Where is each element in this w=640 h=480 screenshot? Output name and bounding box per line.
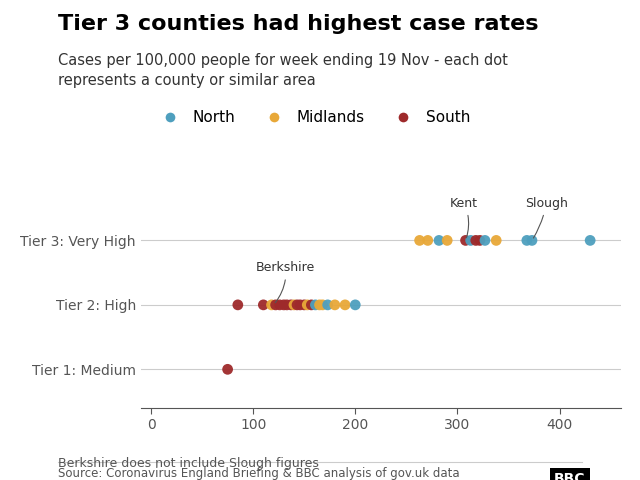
Point	[286, 301, 296, 309]
Legend: North, Midlands, South: North, Midlands, South	[148, 104, 476, 132]
Point	[415, 237, 425, 244]
Point	[465, 237, 476, 244]
Point	[480, 237, 490, 244]
Text: Berkshire does not include Slough figures: Berkshire does not include Slough figure…	[58, 457, 319, 470]
Point	[442, 237, 452, 244]
Point	[317, 301, 328, 309]
Point	[470, 237, 481, 244]
Text: Source: Coronavirus England Briefing & BBC analysis of gov.uk data: Source: Coronavirus England Briefing & B…	[58, 467, 460, 480]
Point	[233, 301, 243, 309]
Point	[278, 301, 289, 309]
Point	[302, 301, 312, 309]
Point	[491, 237, 501, 244]
Point	[422, 237, 433, 244]
Point	[340, 301, 350, 309]
Point	[306, 301, 316, 309]
Point	[266, 301, 276, 309]
Point	[292, 301, 302, 309]
Text: BBC: BBC	[554, 472, 586, 480]
Point	[475, 237, 485, 244]
Point	[310, 301, 321, 309]
Point	[434, 237, 444, 244]
Point	[314, 301, 324, 309]
Point	[350, 301, 360, 309]
Text: Berkshire: Berkshire	[256, 261, 316, 303]
Point	[527, 237, 537, 244]
Point	[522, 237, 532, 244]
Text: Cases per 100,000 people for week ending 19 Nov - each dot
represents a county o: Cases per 100,000 people for week ending…	[58, 53, 508, 88]
Point	[460, 237, 470, 244]
Point	[289, 301, 299, 309]
Point	[271, 301, 281, 309]
Point	[223, 365, 233, 373]
Point	[323, 301, 333, 309]
Text: Kent: Kent	[451, 197, 478, 238]
Text: Tier 3 counties had highest case rates: Tier 3 counties had highest case rates	[58, 14, 538, 35]
Point	[275, 301, 285, 309]
Point	[295, 301, 305, 309]
Point	[585, 237, 595, 244]
Point	[330, 301, 340, 309]
Point	[258, 301, 268, 309]
Point	[282, 301, 292, 309]
Text: Slough: Slough	[525, 197, 568, 238]
Point	[299, 301, 309, 309]
